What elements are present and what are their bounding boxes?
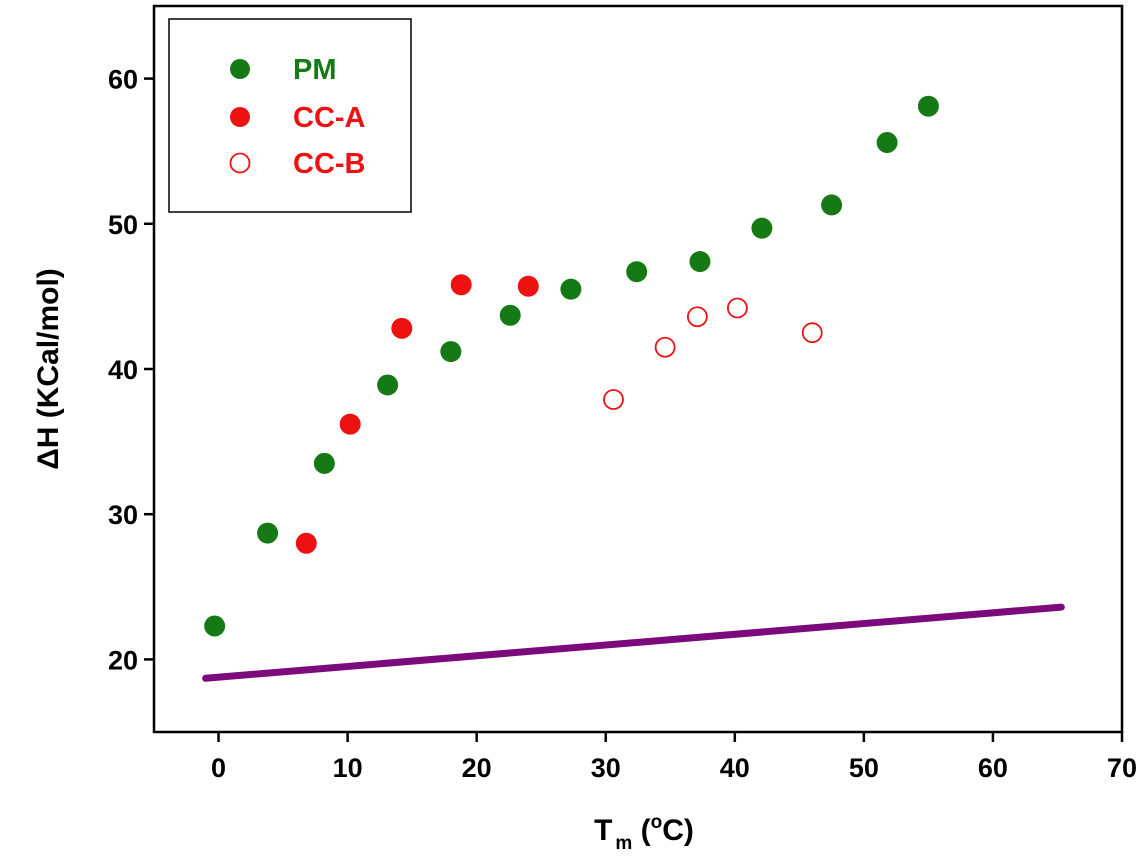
data-point-cc-a (450, 274, 472, 296)
x-tick-label: 10 (333, 753, 363, 783)
data-point-cc-a (295, 532, 317, 554)
trend-line (202, 603, 1065, 682)
data-point-cc-a (391, 317, 413, 339)
x-tick-label: 30 (591, 753, 621, 783)
legend-label-pm: PM (293, 54, 337, 86)
y-tick-label: 20 (108, 645, 138, 675)
legend-marker-cc-b (229, 152, 251, 174)
legend-label-cc-b: CC-B (293, 148, 366, 180)
legend-marker-cc-a (230, 107, 250, 127)
y-tick-label: 40 (108, 355, 138, 385)
point-layer (204, 95, 939, 637)
data-point-pm (751, 217, 773, 239)
data-point-pm (626, 261, 648, 283)
y-tick-label: 30 (108, 500, 138, 530)
x-axis-label-unit: C) (662, 814, 694, 847)
legend-box (168, 18, 412, 213)
line-layer (202, 603, 1065, 682)
data-point-pm (257, 522, 279, 544)
data-point-cc-b (726, 297, 748, 319)
data-point-pm (499, 304, 521, 326)
data-point-cc-b (801, 322, 823, 344)
axis-layer: 0 10 20 30 40 50 60 70 20 30 40 50 60 (108, 65, 1137, 783)
data-point-cc-b (654, 336, 676, 358)
data-point-cc-b (686, 306, 708, 328)
x-axis-label-degree: o (651, 812, 663, 833)
legend-label-cc-a: CC-A (293, 102, 366, 134)
data-point-cc-a (517, 275, 539, 297)
data-point-cc-b (603, 389, 624, 410)
x-axis-label-open: ( (632, 814, 650, 847)
data-point-pm (917, 95, 939, 117)
x-tick-label: 0 (211, 753, 226, 783)
y-tick-label: 50 (108, 210, 138, 240)
data-point-pm (204, 615, 226, 637)
x-axis-label-main: T (594, 814, 612, 847)
y-tick-label: 60 (108, 65, 138, 95)
data-point-pm (377, 374, 399, 396)
data-point-cc-a (339, 413, 361, 435)
data-point-pm (689, 251, 711, 273)
x-tick-label: 40 (720, 753, 750, 783)
x-axis-label-subscript: m (615, 833, 632, 854)
data-point-pm (876, 131, 898, 153)
x-tick-label: 20 (462, 753, 492, 783)
data-point-pm (821, 194, 843, 216)
y-axis-label: ΔH (KCal/mol) (32, 268, 65, 470)
x-tick-label: 50 (849, 753, 879, 783)
x-tick-label: 60 (978, 753, 1008, 783)
data-point-pm (560, 278, 582, 300)
data-point-pm (313, 452, 335, 474)
legend: PM CC-A CC-B (168, 18, 412, 213)
x-tick-label: 70 (1107, 753, 1137, 783)
data-point-pm (440, 341, 462, 363)
legend-marker-pm (230, 59, 250, 79)
